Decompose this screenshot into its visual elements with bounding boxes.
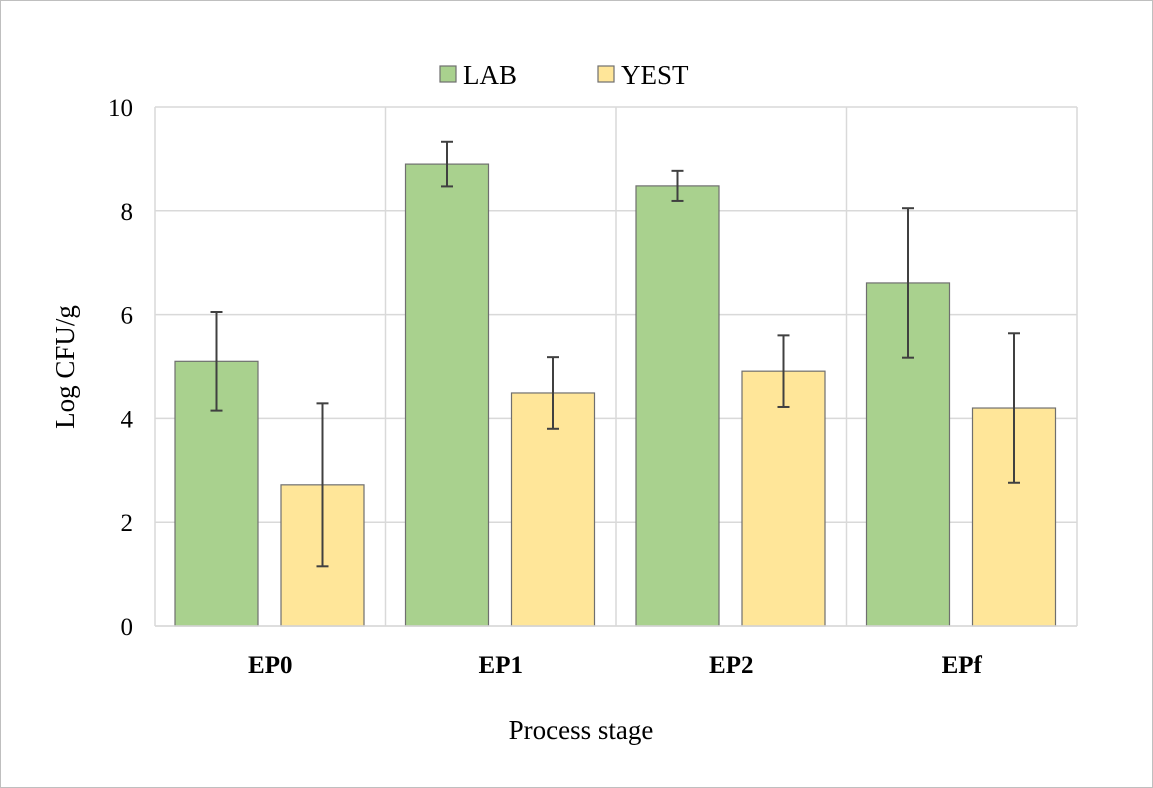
x-tick-label: EP0 [248,652,292,679]
x-axis-label: Process stage [509,715,654,745]
y-axis-label: Log CFU/g [50,305,80,429]
legend-label-yest: YEST [621,60,689,90]
y-tick-label: 2 [121,510,134,537]
bars [174,140,1057,627]
x-tick-label: EPf [942,652,983,679]
bar-lab [404,163,490,627]
axes: 0 2 4 6 8 10 EP0 EP1 EP2 EPf [108,95,1077,679]
bar-yest [741,370,826,627]
y-tick-label: 8 [121,199,134,226]
x-tick-label: EP1 [479,652,523,679]
y-tick-label: 10 [108,95,133,122]
legend-label-lab: LAB [463,60,517,90]
bar-lab [635,185,720,627]
legend-swatch-lab [439,65,457,83]
legend-swatch-yest [597,65,615,83]
y-tick-label: 4 [121,406,134,433]
legend: LAB YEST [439,60,689,90]
x-tick-label: EP2 [709,652,753,679]
y-tick-label: 6 [121,303,134,330]
y-tick-label: 0 [121,614,134,641]
bar-yest [510,392,596,627]
